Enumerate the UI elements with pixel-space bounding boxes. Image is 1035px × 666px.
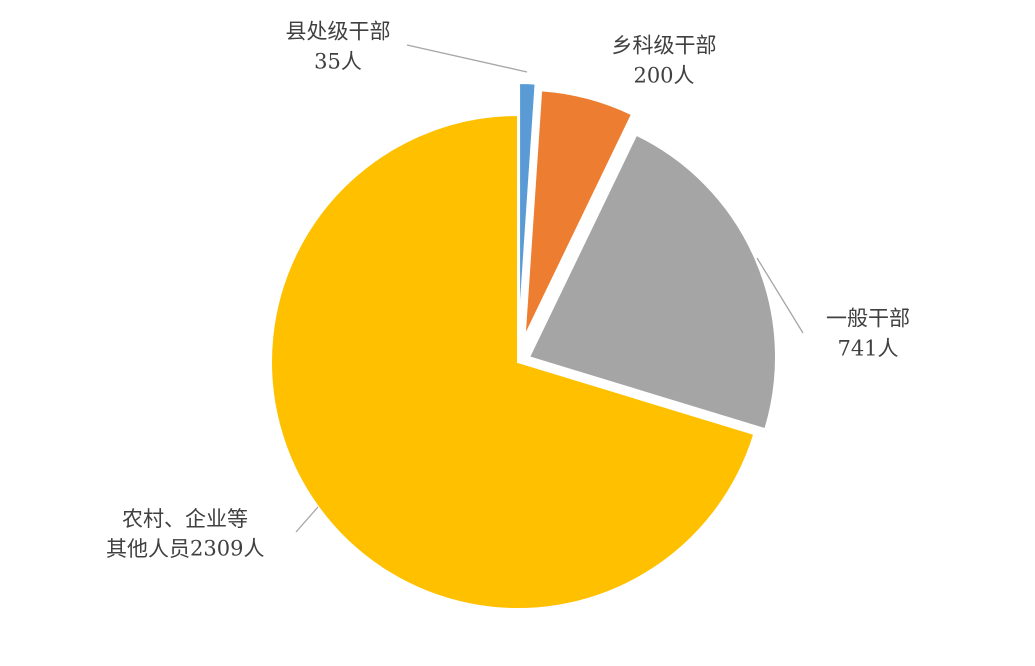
leader-line (295, 506, 319, 533)
slice-label-line: 农村、企业等 (122, 507, 248, 531)
slice-label-line: 其他人员 (106, 537, 190, 561)
leader-line (406, 44, 528, 73)
value-label: 2309人 (190, 537, 264, 561)
pie-slice (523, 89, 634, 338)
pie-slice (270, 113, 756, 610)
pie-slice (518, 82, 537, 331)
slice-label: 县处级干部 (286, 20, 391, 44)
slice-label: 一般干部 (826, 307, 910, 331)
pie-slice (527, 133, 777, 431)
value-label: 741人 (837, 337, 898, 361)
leader-line (756, 257, 804, 334)
slice-label: 农村、企业等其他人员 (106, 507, 248, 561)
slice-label: 乡科级干部 (612, 34, 717, 58)
value-label: 35人 (314, 50, 362, 74)
value-label: 200人 (633, 64, 694, 88)
